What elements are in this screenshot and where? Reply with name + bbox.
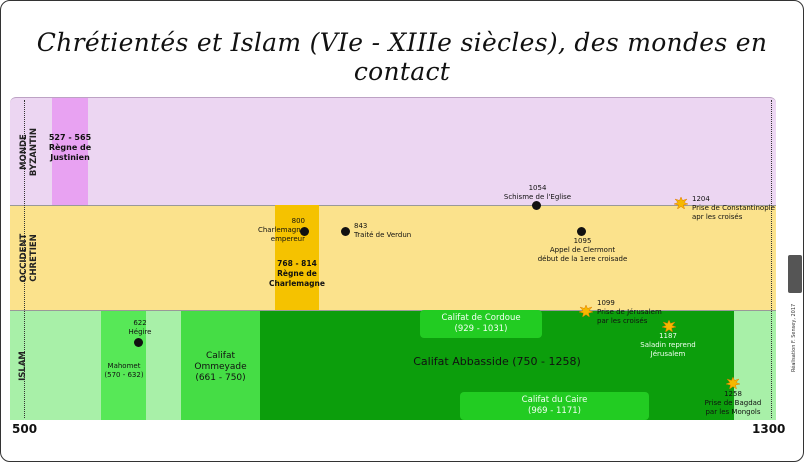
schisme-label: 1054 Schisme de l'Eglise	[503, 184, 572, 201]
cordoue-block	[420, 310, 542, 338]
explosion-star-icon	[674, 197, 688, 209]
divider-occ-isl	[10, 310, 776, 311]
band-byzantine	[10, 97, 776, 206]
saladin-label: 1187 Saladin reprend Jérusalem	[640, 332, 696, 358]
axis-start-label: 500	[12, 422, 38, 436]
abbasside-label: Califat Abbasside (750 - 1258)	[413, 355, 581, 368]
event-dot-1095	[577, 227, 586, 236]
right-guide	[771, 100, 772, 418]
left-guide	[24, 100, 25, 418]
band-occident	[10, 205, 776, 310]
caire-label: Califat du Caire (969 - 1171)	[521, 395, 588, 416]
charlemagne-block	[275, 205, 319, 310]
mahomet-block	[101, 311, 146, 420]
divider-byz-occ	[10, 205, 776, 206]
hegire-label: 622 Hégire	[128, 319, 152, 336]
cc-license-icon	[788, 255, 802, 293]
event-dot-1054	[532, 201, 541, 210]
charlemagne-emp-label: 800 Charlemagne empereur	[257, 217, 305, 243]
cordoue-label: Califat de Cordoue (929 - 1031)	[441, 313, 521, 334]
constantinople-label: 1204 Prise de Constantinople apr les cro…	[692, 195, 775, 221]
clermont-label: 1095 Appel de Clermont début de la 1ere …	[537, 237, 628, 263]
event-dot-622	[134, 338, 143, 347]
credit-text: Réalisation F. Sensey, 2017	[791, 303, 797, 372]
jerusalem-1099-label: 1099 Prise de Jérusalem par les croisés	[597, 299, 662, 325]
explosion-star-icon	[662, 320, 676, 332]
justinien-label: 527 - 565 Règne de Justinien	[48, 133, 92, 162]
label-occident: OCCIDENT CHRETIEN	[19, 233, 39, 283]
omeyade-label: Califat Ommeyade (661 - 750)	[194, 351, 247, 383]
verdun-label: 843 Traité de Verdun	[354, 222, 412, 239]
justinien-block	[52, 98, 88, 205]
event-dot-843	[341, 227, 350, 236]
bagdad-label: 1258 Prise de Bagdad par les Mongols	[704, 390, 762, 416]
label-islam: ISLAM	[18, 351, 28, 381]
explosion-star-icon	[726, 377, 740, 389]
mahomet-label: Mahomet (570 - 632)	[104, 362, 144, 379]
axis-end-label: 1300	[752, 422, 786, 436]
caire-block	[460, 392, 649, 420]
label-byzantine: MONDE BYZANTIN	[19, 127, 39, 177]
omeyade-block	[181, 311, 260, 420]
page-title: Chrétientés et Islam (VIe - XIIIe siècle…	[36, 28, 768, 86]
regne-charlemagne-label: 768 - 814 Règne de Charlemagne	[269, 259, 325, 288]
explosion-star-icon	[579, 305, 593, 317]
event-dot-800	[300, 227, 309, 236]
